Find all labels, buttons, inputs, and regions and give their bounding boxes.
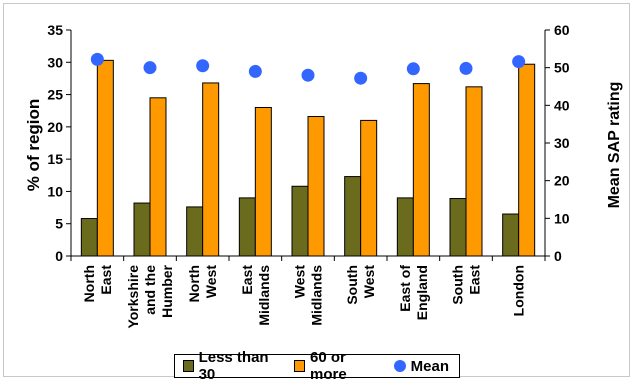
legend-item-mean: Mean (393, 357, 449, 375)
bar-60-or-more (360, 119, 378, 257)
legend-item-less-than-30: Less than 30 (183, 349, 276, 383)
bar-60-or-more (202, 82, 220, 257)
bar-less-than-30 (396, 197, 414, 257)
y2-tick-label: 0 (554, 248, 562, 264)
bar-less-than-30 (291, 185, 309, 257)
x-tick-label: East (98, 265, 114, 295)
point-mean (354, 71, 368, 85)
y-axis-label: % of region (24, 99, 43, 192)
y-tick-label: 15 (47, 151, 63, 167)
x-tick-label: South (450, 265, 466, 305)
bar-less-than-30 (502, 213, 520, 257)
point-mean (459, 61, 473, 75)
y2-tick-label: 60 (554, 22, 570, 38)
bar-less-than-30 (344, 176, 362, 257)
y-tick-label: 30 (47, 54, 63, 70)
point-mean (143, 61, 157, 75)
x-tick-label: London (511, 265, 527, 316)
y2-tick-label: 10 (554, 210, 570, 226)
point-mean (248, 64, 262, 78)
x-tick-label: England (414, 265, 430, 320)
bar-less-than-30 (133, 202, 151, 257)
legend-label-mean: Mean (410, 357, 449, 375)
x-tick-label: Yorkshire (125, 265, 141, 329)
bar-less-than-30 (80, 218, 98, 257)
legend-item-60-or-more: 60 or more (294, 349, 375, 383)
bar-60-or-more (518, 63, 536, 257)
x-tick-label: East (239, 265, 255, 295)
y-tick-label: 20 (47, 119, 63, 135)
x-tick-label: Midlands (309, 265, 325, 326)
point-mean (196, 59, 210, 73)
point-mean (90, 52, 104, 66)
y2-axis-label: Mean SAP rating (606, 82, 623, 209)
y-tick-label: 5 (55, 216, 63, 232)
x-tick-label: South (344, 265, 360, 305)
x-tick-label: and the (142, 265, 158, 315)
bar-less-than-30 (449, 198, 467, 257)
x-tick-label: North (186, 265, 202, 302)
bar-less-than-30 (186, 206, 204, 257)
x-tick-label: West (203, 265, 219, 299)
y2-tick-label: 30 (554, 135, 570, 151)
bar-60-or-more (307, 116, 325, 257)
x-tick-label: East (467, 265, 483, 295)
bar-60-or-more (254, 106, 272, 257)
x-tick-label: North (81, 265, 97, 302)
legend-label-less-than-30: Less than 30 (198, 349, 269, 383)
bar-60-or-more (96, 59, 114, 257)
x-tick-label: West (292, 265, 308, 299)
legend-swatch-less-than-30 (183, 360, 194, 372)
y-tick-label: 0 (55, 248, 63, 264)
legend-label-60-or-more: 60 or more (310, 349, 347, 383)
x-tick-label: West (361, 265, 377, 299)
point-mean (512, 55, 526, 69)
y2-tick-label: 20 (554, 173, 570, 189)
y-tick-label: 35 (47, 22, 63, 38)
bar-less-than-30 (238, 197, 256, 257)
y2-tick-label: 40 (554, 97, 570, 113)
y-tick-label: 25 (47, 87, 63, 103)
x-tick-label: Humber (159, 264, 175, 317)
legend: Less than 30 60 or more Mean (174, 349, 460, 383)
y-tick-label: 10 (47, 183, 63, 199)
bar-60-or-more (149, 97, 167, 257)
legend-swatch-60-or-more (294, 360, 306, 372)
legend-marker-mean (393, 360, 406, 372)
bar-60-or-more (465, 86, 483, 257)
point-mean (406, 62, 420, 76)
y2-tick-label: 50 (554, 60, 570, 76)
x-tick-label: Midlands (256, 265, 272, 326)
bar-60-or-more (412, 83, 430, 257)
point-mean (301, 68, 315, 82)
x-tick-label: East of (397, 265, 413, 312)
